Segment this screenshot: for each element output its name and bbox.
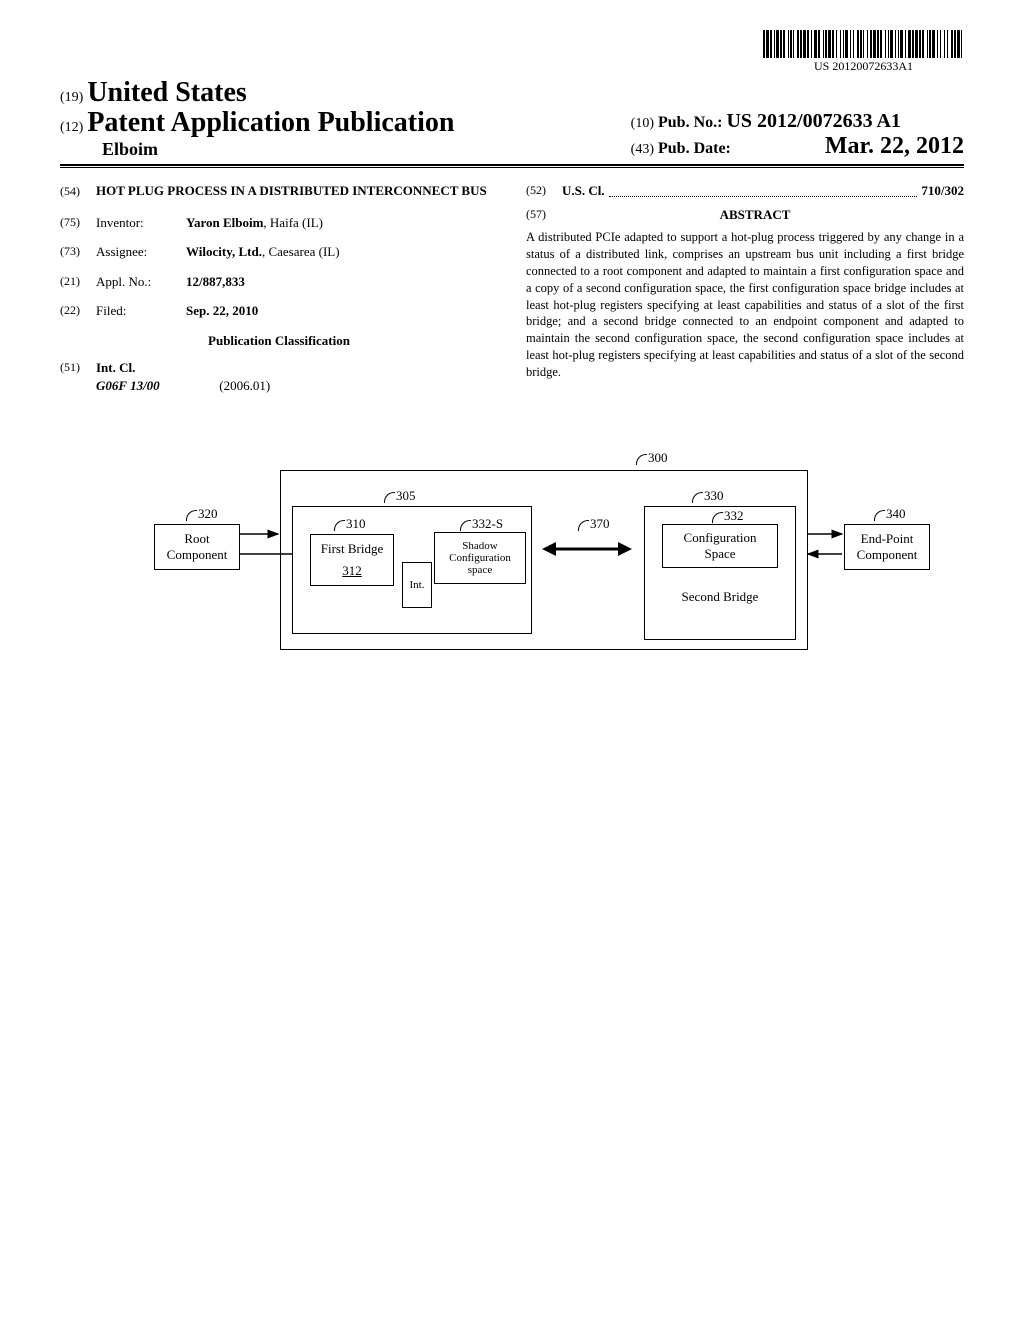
label-340: 340 <box>886 506 906 522</box>
applno-code: (21) <box>60 273 96 291</box>
right-column: (52) U.S. Cl. 710/302 (57) ABSTRACT A di… <box>526 182 964 394</box>
filed-label: Filed: <box>96 302 186 320</box>
pubclass-heading: Publication Classification <box>60 332 498 350</box>
figure-wrap: 300 320 Root Component 305 <box>60 454 964 664</box>
inventor-name: Yaron Elboim <box>186 215 263 230</box>
assignee-row: (73) Assignee: Wilocity, Ltd., Caesarea … <box>60 243 498 261</box>
pubdate-label: Pub. Date: <box>658 140 731 157</box>
uscl-dots <box>609 182 918 197</box>
label-305: 305 <box>396 488 416 504</box>
endpoint-line1: End-Point <box>861 531 914 547</box>
uscl-value: 710/302 <box>921 182 964 200</box>
box-int: Int. <box>402 562 432 608</box>
uscl-label: U.S. Cl. <box>562 182 605 200</box>
patent-title-block: (54)HOT PLUG PROCESS IN A DISTRIBUTED IN… <box>60 182 498 200</box>
pubno-value: US 2012/0072633 A1 <box>726 110 900 132</box>
filed-row: (22) Filed: Sep. 22, 2010 <box>60 302 498 320</box>
assignee-label: Assignee: <box>96 243 186 261</box>
endpoint-line2: Component <box>857 547 918 563</box>
abstract-heading: (57) ABSTRACT <box>526 206 964 224</box>
assignee-code: (73) <box>60 243 96 261</box>
root-line2: Component <box>167 547 228 563</box>
label-370-text: 370 <box>590 516 610 531</box>
applno-label: Appl. No.: <box>96 273 186 291</box>
inventor-header-name: Elboim <box>60 139 454 160</box>
inventor-label: Inventor: <box>96 214 186 232</box>
abstract-text: A distributed PCIe adapted to support a … <box>526 229 964 381</box>
label-332s-text: 332-S <box>472 516 503 531</box>
label-320: 320 <box>198 506 218 522</box>
shadow-line3: space <box>468 564 492 576</box>
intcl-class: G06F 13/00 <box>96 377 216 395</box>
biblio-columns: (54)HOT PLUG PROCESS IN A DISTRIBUTED IN… <box>60 182 964 394</box>
intcl-label: Int. Cl. <box>96 359 135 377</box>
applno-value: 12/887,833 <box>186 273 498 291</box>
label-332s: 332-S <box>472 516 503 532</box>
intcl-year: (2006.01) <box>219 378 270 393</box>
shadow-line2: Configuration <box>449 552 511 564</box>
prefix-12: (12) <box>60 120 83 135</box>
assignee-name: Wilocity, Ltd. <box>186 244 262 259</box>
header-left: (19) United States (12) Patent Applicati… <box>60 77 454 160</box>
box-config-space: Configuration Space <box>662 524 778 568</box>
label-300: 300 <box>648 450 668 466</box>
config-line1: Configuration <box>684 530 757 546</box>
second-bridge-text: Second Bridge <box>682 589 759 605</box>
label-332-text: 332 <box>724 508 744 523</box>
assignee-location: , Caesarea (IL) <box>262 244 340 259</box>
label-305-text: 305 <box>396 488 416 503</box>
label-332: 332 <box>724 508 744 524</box>
label-330-text: 330 <box>704 488 724 503</box>
barcode-bars <box>763 30 964 58</box>
pubdate-prefix: (43) <box>631 142 654 157</box>
intcl-code: (51) <box>60 359 96 377</box>
inventor-value: Yaron Elboim, Haifa (IL) <box>186 214 498 232</box>
header-row: (19) United States (12) Patent Applicati… <box>60 77 964 166</box>
header-thin-rule <box>60 167 964 168</box>
filed-code: (22) <box>60 302 96 320</box>
left-column: (54)HOT PLUG PROCESS IN A DISTRIBUTED IN… <box>60 182 498 394</box>
applno-row: (21) Appl. No.: 12/887,833 <box>60 273 498 291</box>
inventor-row: (75) Inventor: Yaron Elboim, Haifa (IL) <box>60 214 498 232</box>
label-312-text: 312 <box>342 563 362 579</box>
abstract-heading-text: ABSTRACT <box>720 207 791 222</box>
uscl-code: (52) <box>526 182 562 200</box>
label-330: 330 <box>704 488 724 504</box>
header-right: (10) Pub. No.: US 2012/0072633 A1 (43) P… <box>631 110 964 160</box>
box-shadow-config: Shadow Configuration space <box>434 532 526 584</box>
box-first-bridge: First Bridge 312 <box>310 534 394 586</box>
root-line1: Root <box>184 531 209 547</box>
patent-title: HOT PLUG PROCESS IN A DISTRIBUTED INTERC… <box>96 183 487 198</box>
box-root-component: Root Component <box>154 524 240 570</box>
config-line2: Space <box>704 546 735 562</box>
intcl-row: (51) Int. Cl. <box>60 359 498 377</box>
inventor-location: , Haifa (IL) <box>263 215 323 230</box>
abstract-code: (57) <box>526 206 546 222</box>
publication-type: Patent Application Publication <box>87 107 454 138</box>
uscl-row: (52) U.S. Cl. 710/302 <box>526 182 964 200</box>
pubno-label: Pub. No.: <box>658 114 722 131</box>
barcode-region: US 20120072633A1 <box>60 30 964 75</box>
label-340-text: 340 <box>886 506 906 521</box>
intcl-sub: G06F 13/00 (2006.01) <box>60 377 498 395</box>
filed-value: Sep. 22, 2010 <box>186 302 498 320</box>
barcode-text: US 20120072633A1 <box>763 59 964 74</box>
label-310-text: 310 <box>346 516 366 531</box>
label-370: 370 <box>590 516 610 532</box>
int-text: Int. <box>410 579 425 591</box>
box-endpoint: End-Point Component <box>844 524 930 570</box>
label-300-text: 300 <box>648 450 668 465</box>
title-code: (54) <box>60 183 96 199</box>
country-name: United States <box>87 77 246 108</box>
label-320-text: 320 <box>198 506 218 521</box>
first-bridge-text: First Bridge <box>321 541 383 557</box>
figure-300: 300 320 Root Component 305 <box>142 454 882 664</box>
shadow-line1: Shadow <box>462 540 497 552</box>
prefix-19: (19) <box>60 90 83 105</box>
label-310: 310 <box>346 516 366 532</box>
assignee-value: Wilocity, Ltd., Caesarea (IL) <box>186 243 498 261</box>
pubno-prefix: (10) <box>631 116 654 131</box>
inventor-code: (75) <box>60 214 96 232</box>
pubdate-value: Mar. 22, 2012 <box>735 133 964 159</box>
